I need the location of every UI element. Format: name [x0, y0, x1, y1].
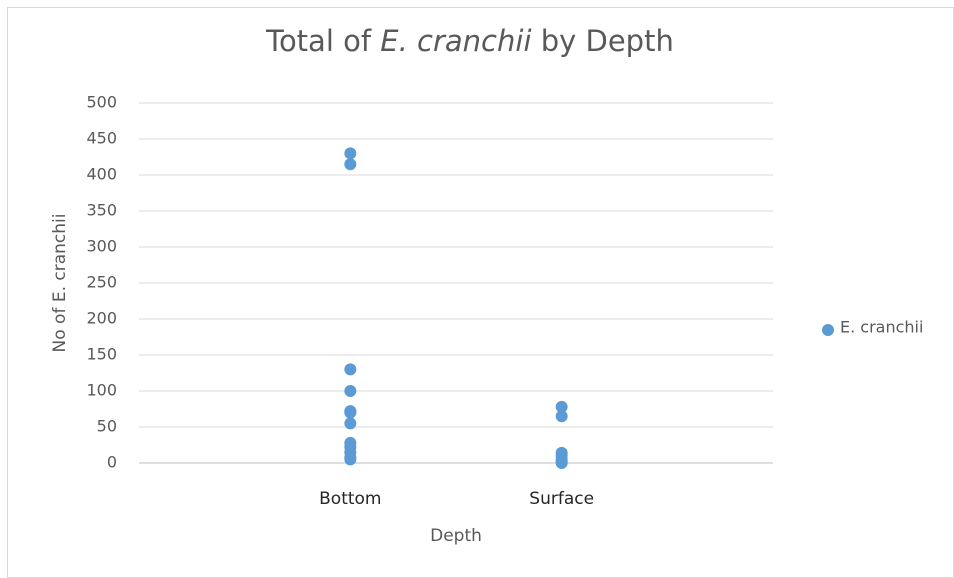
legend-label: E. cranchii [840, 318, 923, 337]
y-tick-label: 350 [86, 201, 117, 220]
x-tick-label: Surface [529, 489, 594, 509]
y-tick-label: 0 [107, 453, 117, 472]
y-tick-label: 500 [86, 93, 117, 112]
data-point [344, 147, 357, 160]
data-point [344, 385, 357, 397]
data-point [555, 457, 568, 469]
y-tick-label: 100 [86, 381, 117, 400]
x-axis-title: Depth [430, 526, 482, 546]
x-tick-label: Bottom [319, 489, 381, 509]
y-tick-label: 300 [86, 237, 117, 256]
y-tick-label: 250 [86, 273, 117, 292]
data-point [555, 410, 568, 423]
y-tick-label: 200 [86, 309, 117, 328]
y-tick-label: 400 [86, 165, 117, 184]
data-point [344, 406, 357, 419]
data-point [344, 363, 357, 376]
chart-title: Total of E. cranchii by Depth [265, 24, 674, 58]
data-point [344, 453, 357, 466]
data-point [344, 158, 357, 171]
y-tick-label: 50 [97, 417, 117, 436]
y-tick-label: 450 [86, 129, 117, 148]
title-part: by Depth [532, 24, 674, 58]
data-point [555, 400, 568, 413]
y-tick-label: 150 [86, 345, 117, 364]
y-axis-title: No of E. cranchii [50, 214, 70, 353]
legend-marker [822, 324, 834, 336]
title-part: E. cranchii [380, 24, 531, 58]
data-point [344, 417, 357, 430]
chart-border [7, 7, 954, 578]
title-part: Total of [265, 24, 380, 58]
